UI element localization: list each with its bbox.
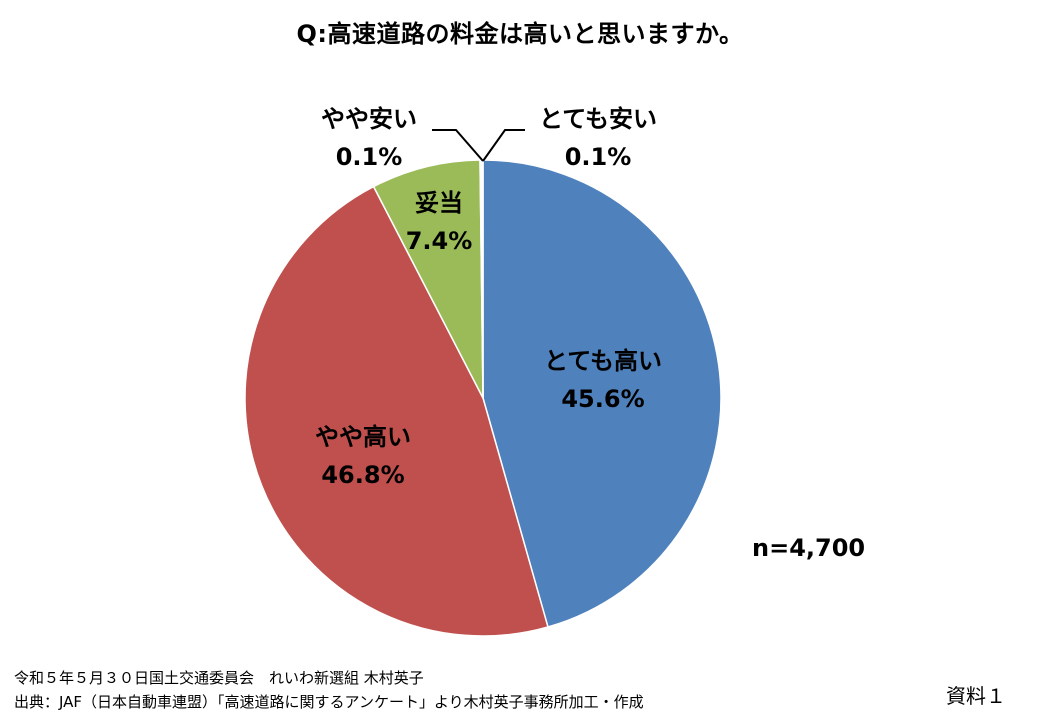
slice-name: やや安い: [321, 105, 417, 133]
leader-line-totemo-yasui: [482, 129, 525, 162]
slice-label-yaya-yasui: やや安い 0.1%: [294, 100, 444, 176]
slice-name: 妥当: [415, 189, 463, 217]
slice-value: 46.8%: [321, 461, 405, 489]
leader-line-yaya-yasui: [432, 129, 484, 162]
footer-note: 令和５年５月３０日国土交通委員会 れいわ新選組 木村英子 出典：JAF（日本自動…: [14, 666, 644, 714]
sample-size-label: n=4,700: [752, 534, 866, 562]
slice-value: 45.6%: [561, 385, 645, 413]
slice-label-yaya-takai: やや高い 46.8%: [288, 418, 438, 494]
slice-name: とても高い: [543, 347, 663, 375]
slice-value: 0.1%: [335, 143, 403, 171]
document-label: 資料１: [946, 684, 1006, 708]
slice-value: 7.4%: [405, 227, 473, 255]
slice-name: やや高い: [315, 423, 411, 451]
pie-slice-0: [482, 159, 722, 628]
slice-label-totemo-yasui: とても安い 0.1%: [518, 100, 678, 176]
pie-slice-1: [244, 185, 549, 637]
slice-label-datou: 妥当 7.4%: [384, 184, 494, 260]
footer-line-2: 出典：JAF（日本自動車連盟）「高速道路に関するアンケート」より木村英子事務所加…: [14, 693, 644, 711]
pie-slice-2: [372, 159, 484, 399]
slice-label-totemo-takai: とても高い 45.6%: [528, 342, 678, 418]
slice-value: 0.1%: [564, 143, 632, 171]
slice-name: とても安い: [538, 105, 658, 133]
footer-line-1: 令和５年５月３０日国土交通委員会 れいわ新選組 木村英子: [14, 669, 424, 687]
chart-title: Q:高速道路の料金は高いと思いますか。: [296, 20, 744, 48]
